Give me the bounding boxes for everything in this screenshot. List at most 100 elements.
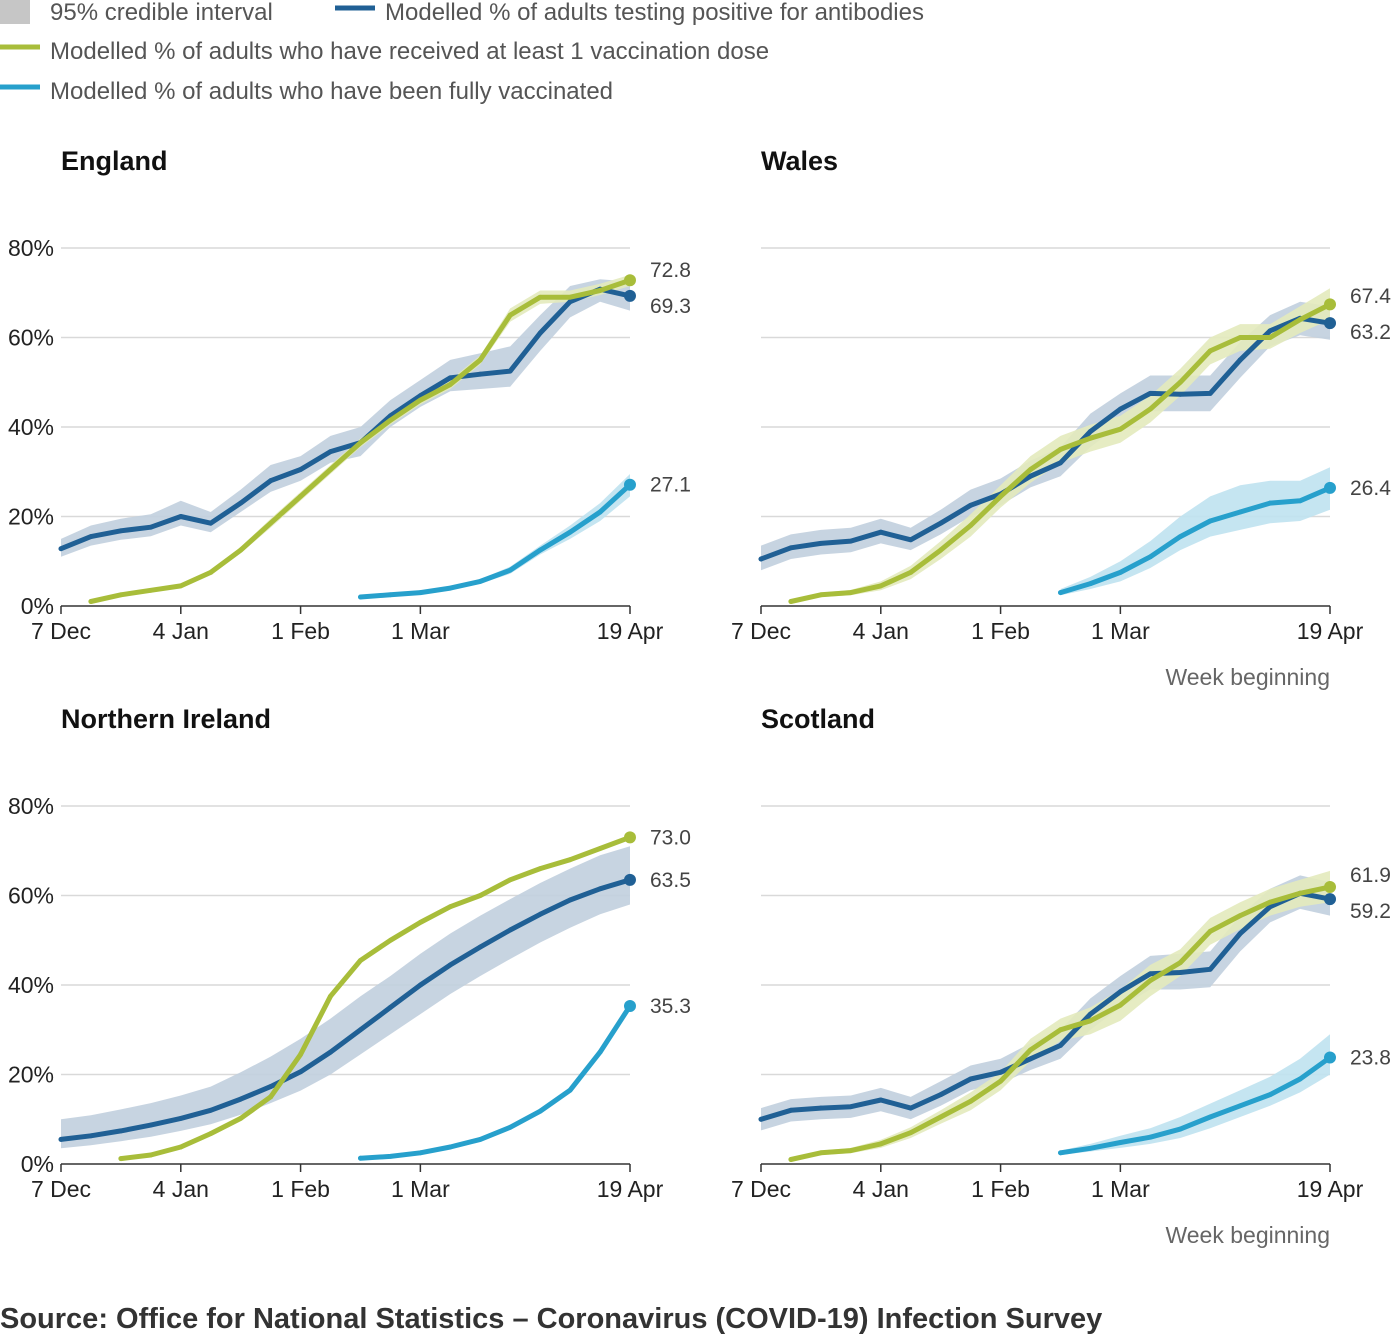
data-point — [848, 1148, 854, 1153]
data-point — [1207, 928, 1213, 934]
data-point — [88, 1133, 94, 1139]
data-point — [1207, 391, 1213, 396]
y-tick-label: 0% — [21, 1151, 54, 1177]
data-point — [238, 1115, 244, 1121]
series-end-label: 63.5 — [650, 869, 691, 892]
y-tick-label: 80% — [8, 793, 54, 819]
data-point — [507, 1124, 513, 1130]
data-point — [938, 1114, 944, 1120]
data-point — [58, 546, 64, 552]
data-point — [537, 911, 543, 917]
series-end-marker — [1324, 298, 1336, 311]
data-point — [1207, 966, 1213, 972]
data-point — [208, 570, 214, 575]
data-point — [1237, 335, 1243, 340]
legend-item: 95% credible interval — [0, 0, 273, 26]
data-point — [1088, 435, 1093, 441]
data-point — [358, 594, 363, 600]
data-point — [358, 1027, 363, 1033]
data-point — [1117, 1002, 1123, 1008]
data-point — [1147, 406, 1153, 412]
data-point — [328, 449, 333, 455]
data-point — [507, 312, 513, 318]
data-point — [1117, 1140, 1123, 1145]
data-point — [597, 288, 603, 293]
data-point — [268, 520, 274, 526]
data-point — [1177, 1126, 1183, 1132]
data-point — [908, 570, 914, 575]
y-tick-label: 60% — [8, 883, 54, 909]
series-end-marker — [624, 289, 636, 302]
y-tick-label: 20% — [8, 504, 54, 530]
data-point — [537, 547, 543, 553]
source-note: Source: Office for National Statistics –… — [0, 1303, 1102, 1335]
legend-label: Modelled % of adults who have received a… — [50, 38, 769, 65]
data-point — [1117, 989, 1123, 995]
data-point — [447, 962, 453, 968]
data-point — [1117, 570, 1123, 575]
y-tick-label: 80% — [8, 235, 54, 261]
panel-title: Scotland — [761, 704, 875, 734]
legend-swatch-interval — [0, 0, 30, 24]
data-point — [1058, 1027, 1063, 1033]
series-end-label: 73.0 — [650, 826, 691, 849]
series-end-label: 59.2 — [1350, 900, 1391, 923]
data-point — [567, 857, 573, 863]
x-tick-label: 19 Apr — [597, 1176, 664, 1202]
x-tick-label: 19 Apr — [597, 618, 664, 644]
data-point — [848, 590, 854, 595]
legend-item: Modelled % of adults who have received a… — [0, 38, 769, 65]
data-point — [507, 927, 513, 933]
data-point — [388, 1153, 393, 1159]
data-point — [1177, 391, 1183, 397]
data-point — [998, 493, 1003, 499]
data-point — [1028, 473, 1033, 479]
series-end-label: 26.4 — [1350, 477, 1391, 500]
series-line-antibodies — [758, 315, 1333, 562]
data-point — [1297, 498, 1303, 504]
data-point — [447, 1144, 453, 1150]
x-tick-label: 19 Apr — [1297, 618, 1364, 644]
data-point — [1117, 426, 1123, 432]
data-point — [908, 1130, 914, 1136]
data-point — [938, 547, 944, 553]
data-point — [908, 537, 914, 543]
data-point — [788, 1107, 794, 1113]
legend-label: Modelled % of adults who have been fully… — [50, 78, 613, 105]
series-end-label: 63.2 — [1350, 321, 1391, 344]
data-point — [1058, 460, 1063, 466]
x-tick-label: 4 Jan — [853, 618, 909, 644]
data-point — [818, 592, 824, 598]
panel-title: England — [61, 146, 168, 176]
series-line-fully-vaccinated — [1058, 1055, 1333, 1156]
data-point — [597, 1049, 603, 1055]
y-tick-label: 40% — [8, 414, 54, 440]
data-point — [1207, 348, 1213, 354]
data-point — [968, 1098, 974, 1104]
series-end-marker — [624, 274, 636, 287]
data-point — [148, 1152, 154, 1158]
data-point — [1177, 970, 1183, 975]
data-point — [447, 904, 453, 910]
data-point — [148, 587, 154, 593]
series-end-label: 23.8 — [1350, 1046, 1391, 1069]
x-tick-label: 1 Feb — [971, 1176, 1030, 1202]
data-point — [477, 578, 483, 584]
data-point — [1058, 590, 1063, 595]
data-point — [178, 583, 184, 589]
data-point — [788, 1157, 794, 1162]
data-point — [88, 599, 94, 604]
data-point — [1237, 1103, 1243, 1109]
data-point — [238, 500, 244, 506]
data-point — [597, 509, 603, 515]
data-point — [417, 1150, 423, 1156]
data-point — [537, 294, 543, 300]
chart-panel: Scotland 7 Dec 4 Jan 1 Feb 1 Mar 19 Apr Week b… — [731, 704, 1391, 1248]
data-point — [878, 583, 884, 589]
x-tick-label: 19 Apr — [1297, 1176, 1364, 1202]
data-point — [298, 1051, 303, 1057]
data-point — [878, 1141, 884, 1147]
data-point — [537, 866, 543, 872]
data-point — [1297, 890, 1303, 896]
